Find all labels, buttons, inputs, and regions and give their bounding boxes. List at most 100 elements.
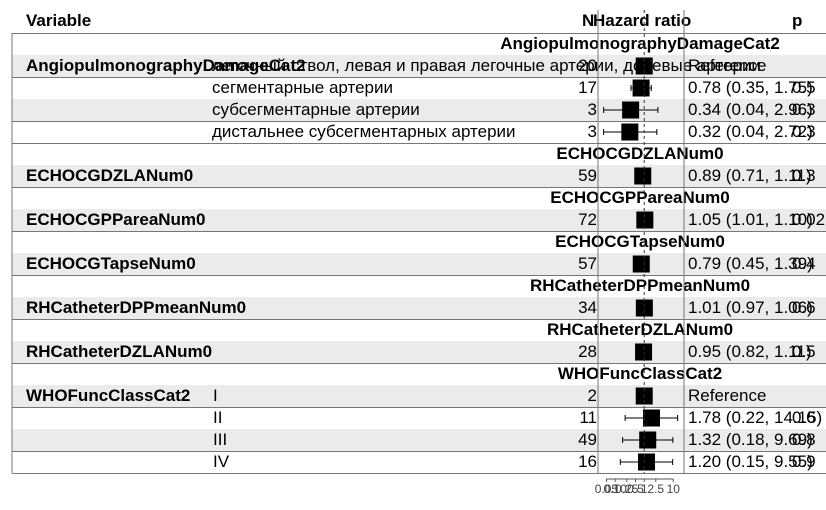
n-value: 49 (578, 430, 597, 449)
n-value: 34 (578, 298, 597, 317)
section-title: WHOFuncClassCat2 (557, 364, 723, 383)
x-tick-label: 1 (641, 482, 648, 496)
level-label: сегментарные артерии (212, 78, 394, 97)
table-row (12, 297, 826, 319)
level-label: легочный ствол, левая и правая легочные … (212, 56, 761, 75)
x-tick-label: 0.05 (595, 482, 619, 496)
variable-name: AngiopulmonographyDamageCat2 (26, 56, 306, 75)
row-divider (12, 33, 826, 34)
header-n: N (582, 11, 595, 30)
n-value: 2 (587, 386, 597, 405)
variable-name: ECHOCGPPareaNum0 (26, 210, 206, 229)
variable-name: ECHOCGDZLANum0 (26, 166, 194, 185)
n-value: 11 (579, 408, 597, 427)
hr-text: 1.20 (0.15, 9.55) (688, 452, 813, 471)
x-tick-label: 10 (667, 482, 681, 496)
hr-text: 1.78 (0.22, 14.15) (688, 408, 823, 427)
n-value: 28 (578, 342, 597, 361)
p-value: 0.6 (792, 298, 816, 317)
estimate-square (632, 79, 650, 97)
p-value: 0.3 (792, 166, 816, 185)
variable-name: RHCatheterDZLANum0 (26, 342, 213, 361)
hr-text: 0.95 (0.82, 1.11) (688, 342, 812, 361)
row-divider (12, 407, 826, 408)
p-value: 0.9 (792, 452, 816, 471)
p-value: 0.8 (792, 430, 816, 449)
n-value: 72 (578, 210, 597, 229)
p-value: 0.5 (792, 342, 816, 361)
p-value: 0.5 (792, 78, 816, 97)
row-divider (12, 473, 826, 474)
variable-name: RHCatheterDPPmeanNum0 (26, 298, 247, 317)
estimate-square (635, 299, 653, 317)
x-tick-label: 0.10 (604, 482, 628, 496)
p-value: 0.02 (792, 210, 826, 229)
level-label: I (213, 386, 218, 405)
x-tick-label: 0.25 (615, 482, 639, 496)
x-tick-label: 0.5 (627, 482, 644, 496)
header-p: p (792, 11, 803, 30)
level-label: субсегментарные артерии (212, 100, 420, 119)
hr-text: Reference (688, 56, 767, 75)
estimate-square (635, 343, 653, 361)
estimate-square (642, 409, 660, 427)
row-divider (12, 363, 826, 364)
x-tick-label: 2.5 (647, 482, 664, 496)
estimate-square (621, 123, 639, 141)
table-row (12, 55, 826, 77)
row-divider (12, 275, 826, 276)
row-divider (12, 77, 826, 78)
n-value: 3 (587, 122, 597, 141)
n-value: 16 (578, 452, 597, 471)
n-value: 59 (578, 166, 597, 185)
estimate-square (634, 167, 652, 185)
hr-text: 1.05 (1.01, 1.10) (688, 210, 813, 229)
table-row (12, 209, 826, 231)
estimate-square (639, 431, 657, 449)
table-row (12, 385, 826, 407)
table-row (12, 253, 826, 275)
section-title: RHCatheterDPPmeanNum0 (529, 276, 751, 295)
table-row (12, 341, 826, 363)
n-value: 20 (578, 56, 597, 75)
level-label: IV (213, 452, 230, 471)
p-value: 0.4 (792, 254, 816, 273)
variable-name: WHOFuncClassCat2 (26, 386, 191, 405)
level-label: II (213, 408, 223, 427)
level-label: III (213, 430, 228, 449)
p-value: 0.3 (792, 100, 816, 119)
row-divider (12, 231, 826, 232)
p-value: 0.3 (792, 122, 816, 141)
section-title: ECHOCGPPareaNum0 (550, 188, 730, 207)
row-divider (12, 121, 826, 122)
n-value: 17 (578, 78, 597, 97)
estimate-square (638, 453, 656, 471)
p-value: 0.6 (792, 408, 816, 427)
section-title: AngiopulmonographyDamageCat2 (500, 34, 780, 53)
hr-text: 0.89 (0.71, 1.11) (688, 166, 812, 185)
hr-text: 1.01 (0.97, 1.06) (688, 298, 813, 317)
hr-text: 0.32 (0.04, 2.72) (688, 122, 813, 141)
hr-text: 0.34 (0.04, 2.96) (688, 100, 813, 119)
row-divider (12, 451, 826, 452)
header-variable: Variable (26, 11, 92, 30)
estimate-square (622, 101, 640, 119)
table-row (12, 165, 826, 187)
table-row (12, 429, 826, 451)
hr-text: 1.32 (0.18, 9.69) (688, 430, 813, 449)
section-title: RHCatheterDZLANum0 (546, 320, 734, 339)
variable-name: ECHOCGTapseNum0 (26, 254, 196, 273)
row-divider (12, 319, 826, 320)
hr-text: Reference (688, 386, 767, 405)
level-label: дистальнее субсегментарных артерии (212, 122, 516, 141)
row-divider (12, 143, 826, 144)
n-value: 3 (587, 100, 597, 119)
n-value: 57 (578, 254, 597, 273)
estimate-square (636, 211, 654, 229)
estimate-square (632, 255, 650, 273)
header-hazard-ratio: Hazard ratio (593, 11, 692, 30)
hr-text: 0.79 (0.45, 1.39) (688, 254, 813, 273)
hr-text: 0.78 (0.35, 1.75) (688, 78, 813, 97)
row-divider (12, 187, 826, 188)
